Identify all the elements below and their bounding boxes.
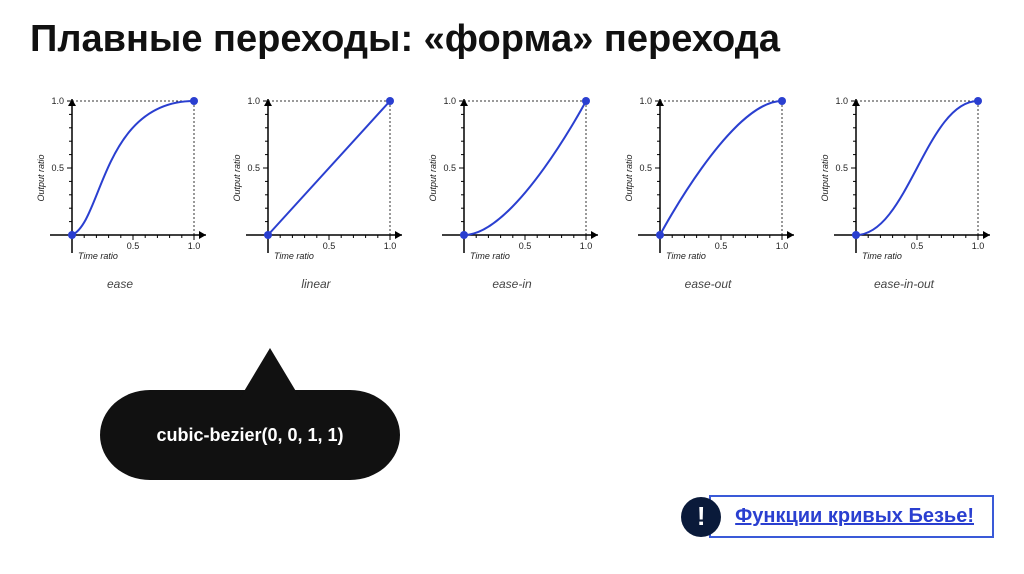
svg-text:1.0: 1.0 — [580, 241, 593, 251]
chart-ease: 0.5 1.0 0.5 1.0 Time ratio Output ratio ease — [30, 87, 210, 291]
svg-text:0.5: 0.5 — [911, 241, 924, 251]
chart-caption: ease-in — [492, 277, 531, 291]
svg-text:0.5: 0.5 — [247, 163, 260, 173]
callout: ! Функции кривых Безье! — [681, 495, 994, 538]
svg-text:0.5: 0.5 — [443, 163, 456, 173]
svg-text:0.5: 0.5 — [519, 241, 532, 251]
svg-text:0.5: 0.5 — [835, 163, 848, 173]
svg-text:Output ratio: Output ratio — [36, 154, 46, 201]
svg-text:0.5: 0.5 — [323, 241, 336, 251]
svg-text:Output ratio: Output ratio — [820, 154, 830, 201]
svg-text:Time ratio: Time ratio — [274, 251, 314, 261]
svg-text:1.0: 1.0 — [776, 241, 789, 251]
cubic-bezier-tooltip: cubic-bezier(0, 0, 1, 1) — [100, 390, 400, 480]
svg-text:Output ratio: Output ratio — [232, 154, 242, 201]
chart-caption: linear — [301, 277, 330, 291]
svg-text:Time ratio: Time ratio — [470, 251, 510, 261]
svg-text:Output ratio: Output ratio — [428, 154, 438, 201]
chart-ease-in-out: 0.5 1.0 0.5 1.0 Time ratio Output ratio ease-i… — [814, 87, 994, 291]
svg-text:1.0: 1.0 — [51, 96, 64, 106]
page-title: Плавные переходы: «форма» перехода — [0, 0, 1024, 61]
svg-text:Output ratio: Output ratio — [624, 154, 634, 201]
tooltip-tail — [240, 348, 300, 398]
svg-text:1.0: 1.0 — [384, 241, 397, 251]
svg-text:0.5: 0.5 — [51, 163, 64, 173]
svg-text:1.0: 1.0 — [835, 96, 848, 106]
chart-ease-out: 0.5 1.0 0.5 1.0 Time ratio Output ratio ease-o… — [618, 87, 798, 291]
svg-text:1.0: 1.0 — [972, 241, 985, 251]
bezier-functions-link[interactable]: Функции кривых Безье! — [709, 495, 994, 538]
svg-text:0.5: 0.5 — [715, 241, 728, 251]
svg-text:0.5: 0.5 — [127, 241, 140, 251]
svg-text:0.5: 0.5 — [639, 163, 652, 173]
chart-caption: ease-out — [685, 277, 732, 291]
chart-caption: ease — [107, 277, 133, 291]
charts-row: 0.51.00.51.0Time ratioOutput ratioease0.… — [0, 61, 1024, 291]
svg-text:Time ratio: Time ratio — [666, 251, 706, 261]
svg-text:Time ratio: Time ratio — [78, 251, 118, 261]
tooltip-body: cubic-bezier(0, 0, 1, 1) — [100, 390, 400, 480]
chart-linear: 0.5 1.0 0.5 1.0 Time ratio Output ratio linear — [226, 87, 406, 291]
svg-text:1.0: 1.0 — [188, 241, 201, 251]
exclamation-icon: ! — [681, 497, 721, 537]
chart-ease-in: 0.5 1.0 0.5 1.0 Time ratio Output ratio ease-i… — [422, 87, 602, 291]
svg-text:1.0: 1.0 — [247, 96, 260, 106]
svg-text:Time ratio: Time ratio — [862, 251, 902, 261]
svg-text:1.0: 1.0 — [443, 96, 456, 106]
chart-caption: ease-in-out — [874, 277, 934, 291]
svg-text:1.0: 1.0 — [639, 96, 652, 106]
